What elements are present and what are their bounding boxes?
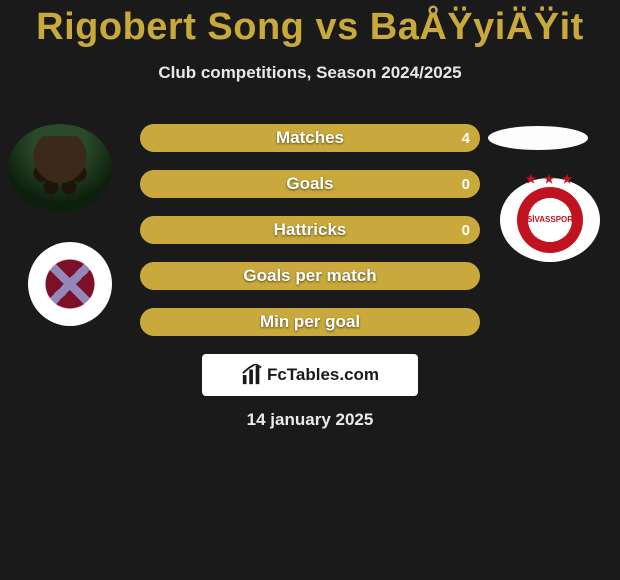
- page-title: Rigobert Song vs BaÅŸyiÄŸit: [0, 0, 620, 49]
- stat-bar: Min per goal: [140, 308, 480, 336]
- stat-value-right: 0: [462, 218, 470, 242]
- stat-label: Min per goal: [142, 310, 478, 334]
- subtitle: Club competitions, Season 2024/2025: [0, 63, 620, 83]
- stat-label: Goals: [142, 172, 478, 196]
- stat-value-right: 0: [462, 172, 470, 196]
- star-icon: ★ ★ ★: [517, 173, 583, 185]
- bar-chart-icon: [241, 364, 263, 386]
- club-badge-right: ★ ★ ★ SİVASSPOR: [500, 178, 600, 262]
- stat-bar: Goals0: [140, 170, 480, 198]
- club-badge-left: [28, 242, 112, 326]
- sivasspor-icon: ★ ★ ★ SİVASSPOR: [517, 187, 583, 253]
- stat-value-right: 4: [462, 126, 470, 150]
- club-right-label: SİVASSPOR: [527, 216, 573, 224]
- trabzonspor-icon: [40, 254, 100, 314]
- stat-label: Goals per match: [142, 264, 478, 288]
- date-label: 14 january 2025: [0, 410, 620, 430]
- player-left-avatar: [8, 124, 112, 212]
- watermark-text: FcTables.com: [267, 365, 379, 385]
- player-right-avatar: [488, 126, 588, 150]
- stats-bars: Matches4Goals0Hattricks0Goals per matchM…: [140, 124, 480, 336]
- stat-bar: Hattricks0: [140, 216, 480, 244]
- stat-bar: Matches4: [140, 124, 480, 152]
- stat-label: Hattricks: [142, 218, 478, 242]
- stat-bar: Goals per match: [140, 262, 480, 290]
- watermark: FcTables.com: [202, 354, 418, 396]
- stat-label: Matches: [142, 126, 478, 150]
